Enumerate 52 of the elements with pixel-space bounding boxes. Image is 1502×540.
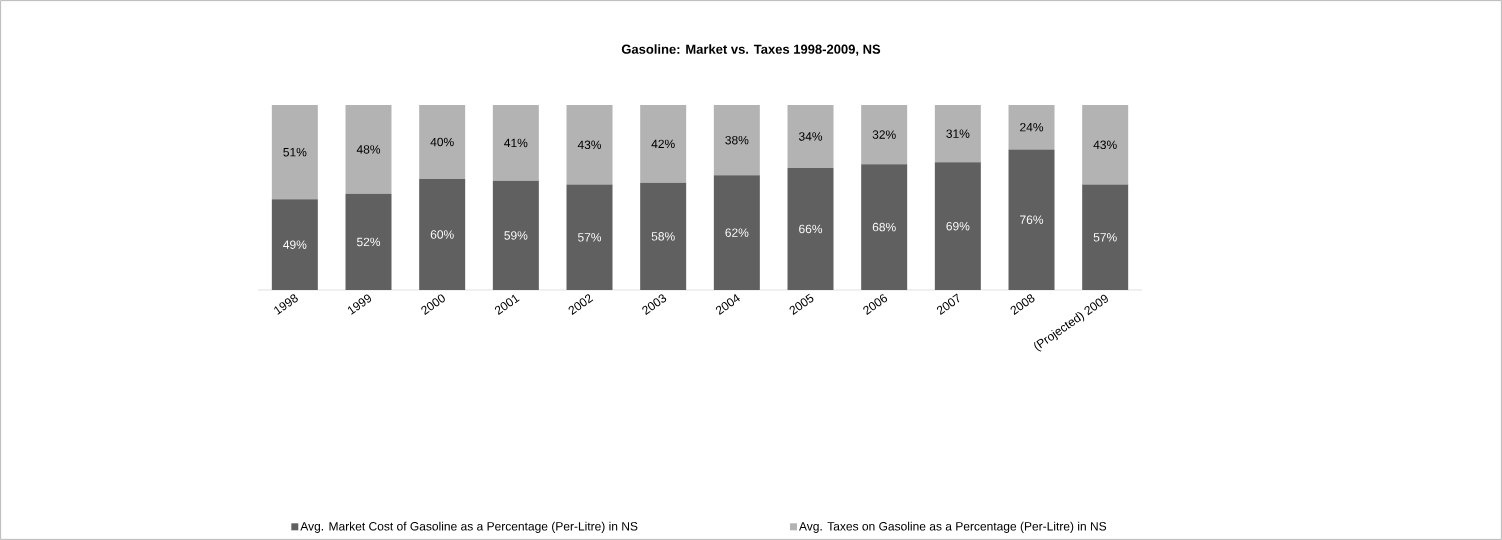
bar [1082, 184, 1129, 290]
bar [713, 105, 760, 176]
data-label: 43% [577, 140, 602, 150]
data-label: 62% [725, 228, 749, 237]
data-label: 57% [1093, 233, 1117, 242]
data-label: 69% [946, 221, 970, 231]
data-label: 38% [725, 135, 749, 145]
bar [271, 105, 318, 200]
bar [345, 105, 392, 194]
data-label: 41% [504, 138, 528, 148]
bar [419, 179, 466, 290]
bar [934, 162, 981, 290]
data-label: 52% [356, 237, 381, 247]
data-label: 66% [799, 224, 823, 234]
bar [271, 199, 318, 290]
data-label: 49% [283, 240, 307, 249]
data-label: 48% [356, 145, 381, 154]
bar [861, 164, 908, 290]
data-label: 31% [946, 129, 970, 138]
data-label: 24% [1020, 122, 1044, 132]
bar [713, 175, 760, 290]
x-tick-label: 2001 [494, 294, 520, 315]
bar [640, 182, 687, 290]
legend-label: Avg. Taxes on Gasoline as a Percentage (Per-Litre) in NS [799, 521, 1107, 533]
bar [787, 105, 834, 168]
bar [787, 167, 834, 290]
bar [1008, 105, 1055, 150]
bar [934, 105, 981, 163]
bar [419, 105, 466, 179]
legend-label: Avg. Market Cost of Gasoline as a Percentage (Per-Litre) in NS [300, 521, 638, 533]
data-label: 32% [872, 130, 896, 139]
data-label: 42% [651, 139, 675, 149]
bar [1082, 105, 1129, 185]
chart-title: Gasoline: Market vs. Taxes 1998-2009, NS [621, 44, 881, 56]
data-label: 60% [430, 230, 454, 239]
data-label: 58% [651, 232, 675, 241]
data-label: 76% [1020, 215, 1044, 224]
bar [345, 193, 392, 290]
data-label: 43% [1093, 140, 1117, 150]
data-label: 40% [430, 137, 454, 147]
bar [566, 184, 613, 290]
data-label: 59% [504, 231, 528, 240]
bar [492, 105, 539, 181]
data-label: 57% [577, 233, 602, 242]
data-label: 68% [872, 222, 896, 232]
bar [861, 105, 908, 165]
bar [640, 105, 687, 183]
bar [492, 180, 539, 290]
bar [1008, 149, 1055, 290]
data-label: 51% [283, 147, 307, 157]
bar [566, 105, 613, 185]
data-label: 34% [798, 132, 823, 141]
